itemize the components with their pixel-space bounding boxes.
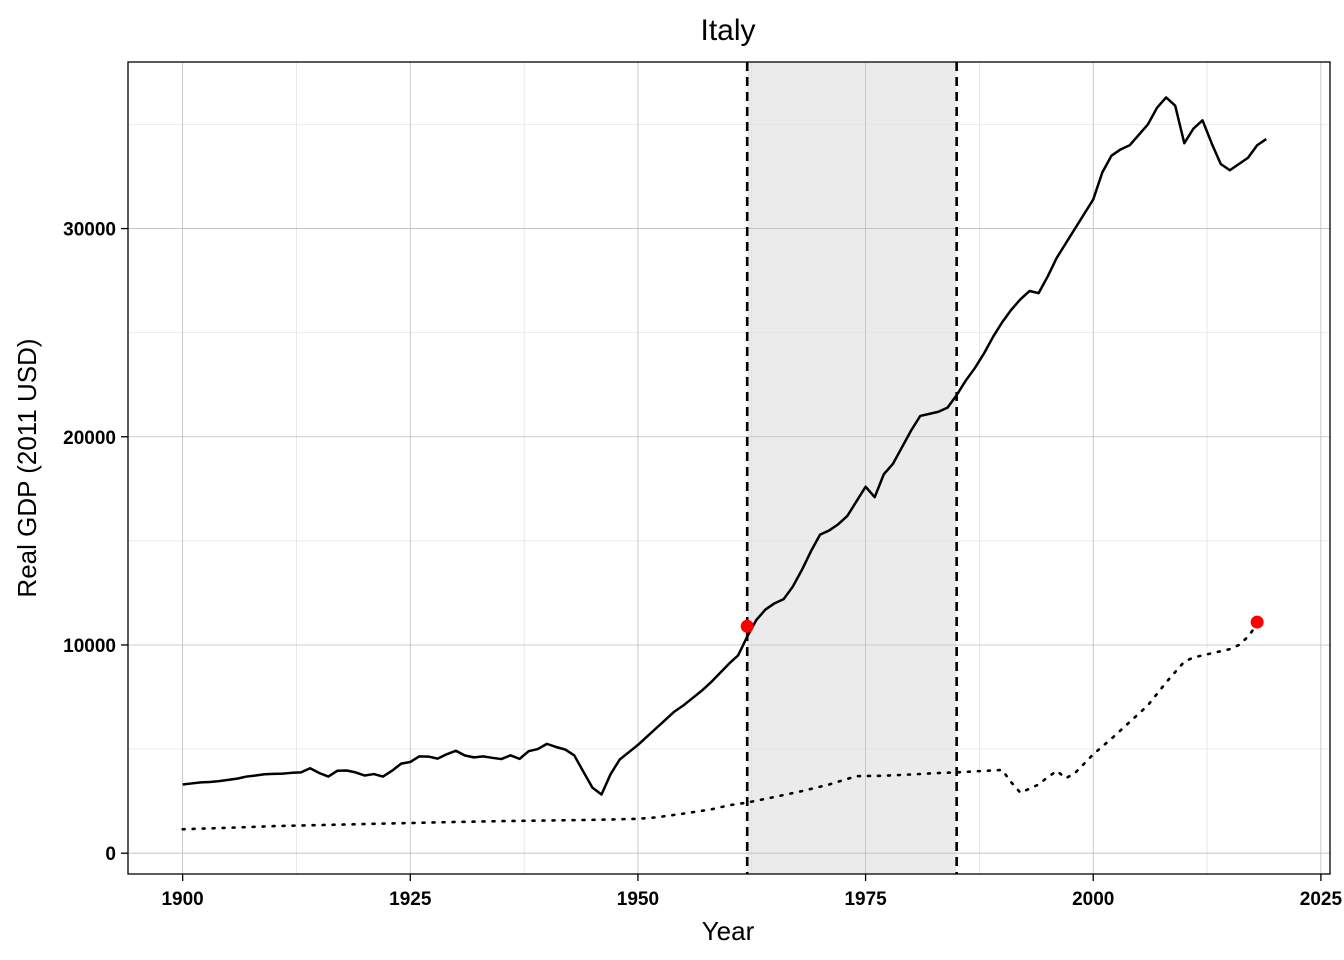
x-tick-label: 1975	[844, 889, 887, 910]
plot-border	[127, 61, 1331, 875]
y-tick-label: 0	[105, 844, 116, 865]
chart-title: Italy	[700, 14, 755, 47]
x-tick-label: 1900	[161, 889, 203, 910]
highlight-point	[1250, 615, 1264, 629]
x-axis-label: Year	[702, 916, 755, 946]
y-axis-label: Real GDP (2011 USD)	[12, 338, 42, 597]
shaded-period	[747, 62, 957, 874]
x-tick-label: 2025	[1300, 889, 1343, 910]
plot-background	[128, 62, 1330, 874]
y-tick-label: 10000	[63, 636, 116, 657]
x-tick-label: 1950	[617, 889, 659, 910]
series-line-solid	[182, 96, 1267, 796]
plot-area: 1900 1925 1950 1975 2000 2025 0 10000 20000 30000	[63, 61, 1343, 910]
y-tick-label: 30000	[63, 220, 116, 241]
highlight-point	[740, 619, 754, 633]
x-tick-label: 1925	[389, 889, 432, 910]
x-tick-label: 2000	[1072, 889, 1114, 910]
y-tick-label: 20000	[63, 428, 116, 449]
